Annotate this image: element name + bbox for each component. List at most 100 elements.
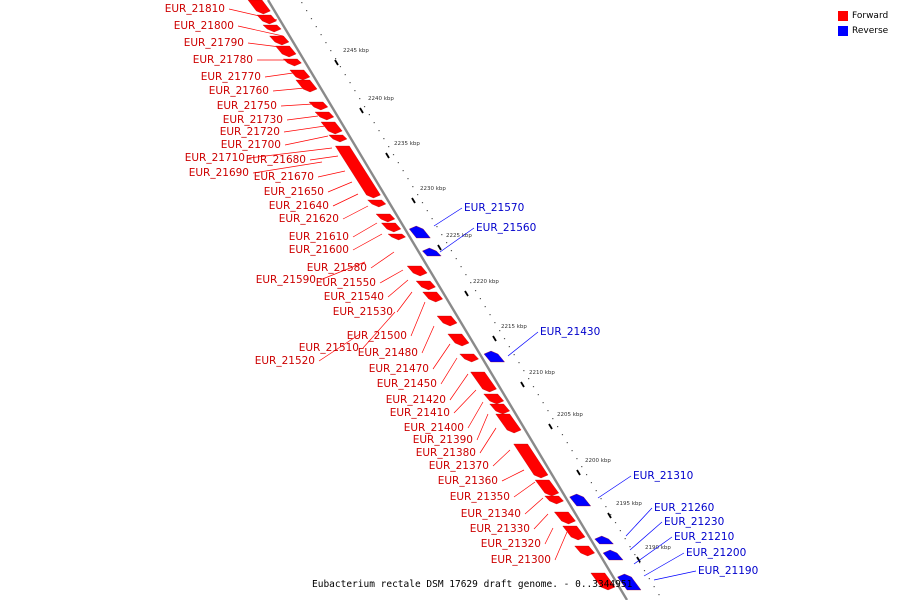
guide-dot xyxy=(489,314,491,316)
forward-leader xyxy=(280,103,314,107)
guide-dot xyxy=(349,82,351,84)
forward-gene-label: EUR_21700 xyxy=(221,139,281,151)
guide-dot xyxy=(614,522,617,524)
forward-gene-label: EUR_21730 xyxy=(223,114,283,126)
forward-leader xyxy=(449,373,469,401)
tick-mark xyxy=(359,107,364,114)
forward-gene xyxy=(295,79,318,93)
reverse-gene-label: EUR_21310 xyxy=(633,470,693,482)
guide-dot xyxy=(479,298,481,300)
forward-gene-label: EUR_21770 xyxy=(201,71,261,83)
guide-dot xyxy=(595,490,597,492)
guide-dot xyxy=(581,466,583,468)
forward-gene-label: EUR_21340 xyxy=(461,508,521,520)
forward-leader xyxy=(396,291,413,313)
legend-forward-label: Forward xyxy=(852,10,889,21)
guide-dot xyxy=(648,578,650,580)
forward-gene xyxy=(269,35,290,46)
guide-dot xyxy=(518,362,520,364)
forward-leader xyxy=(247,42,289,49)
forward-gene-label: EUR_21610 xyxy=(289,231,349,243)
forward-gene xyxy=(534,479,560,497)
forward-leader xyxy=(318,333,361,362)
tick-mark xyxy=(636,556,641,563)
tick-mark xyxy=(520,381,525,388)
guide-dot xyxy=(624,538,626,540)
forward-gene-label: EUR_21600 xyxy=(289,244,349,256)
guide-dot xyxy=(528,378,530,380)
guide-dot xyxy=(658,594,660,596)
forward-gene xyxy=(308,101,329,111)
forward-gene-label: EUR_21380 xyxy=(416,447,476,459)
legend-reverse: Reverse xyxy=(838,23,888,38)
guide-dot xyxy=(537,394,539,396)
forward-gene-label: EUR_21680 xyxy=(246,154,306,166)
forward-gene xyxy=(406,265,428,277)
forward-leader xyxy=(513,481,536,498)
forward-leader xyxy=(501,469,525,482)
forward-gene-label: EUR_21470 xyxy=(369,363,429,375)
forward-gene xyxy=(328,134,348,143)
guide-dot xyxy=(421,202,424,204)
forward-gene xyxy=(495,413,522,434)
forward-gene xyxy=(447,333,470,347)
axis-guide-dots xyxy=(301,2,660,596)
reverse-gene xyxy=(483,350,505,363)
forward-gene xyxy=(289,69,311,81)
tick-label: 2210 kbp xyxy=(529,370,555,376)
tick-label: 2240 kbp xyxy=(368,96,394,102)
forward-leader xyxy=(248,147,333,159)
reverse-leader xyxy=(653,570,697,581)
reverse-gene xyxy=(602,549,624,561)
forward-gene-label: EUR_21530 xyxy=(333,306,393,318)
guide-dot xyxy=(378,130,380,132)
forward-gene-label: EUR_21510 xyxy=(299,342,359,354)
tick-label: 2235 kbp xyxy=(394,141,420,147)
forward-gene-label: EUR_21480 xyxy=(358,347,418,359)
guide-dot xyxy=(508,346,510,348)
legend: Forward Reverse xyxy=(838,8,888,38)
forward-gene xyxy=(415,280,436,291)
forward-leader xyxy=(272,87,306,92)
tick-label: 2215 kbp xyxy=(501,324,527,330)
forward-leader xyxy=(533,513,549,530)
forward-leader xyxy=(410,301,426,337)
guide-dot xyxy=(407,178,409,180)
forward-gene xyxy=(590,572,616,591)
tick-label: 2245 kbp xyxy=(343,48,369,54)
forward-gene-label: EUR_21780 xyxy=(193,54,253,66)
reverse-gene-label: EUR_21430 xyxy=(540,326,600,338)
guide-dot xyxy=(460,266,462,268)
guide-dot xyxy=(310,18,313,20)
reverse-gene-label: EUR_21570 xyxy=(464,202,524,214)
forward-leader xyxy=(370,251,395,269)
guide-dot xyxy=(436,226,438,228)
guide-dot xyxy=(402,170,404,172)
legend-forward: Forward xyxy=(838,8,888,23)
tick-mark xyxy=(437,244,442,251)
tick-label: 2225 kbp xyxy=(446,233,472,239)
reverse-gene xyxy=(594,535,614,545)
forward-gene-label: EUR_21720 xyxy=(220,126,280,138)
guide-dot xyxy=(325,42,327,44)
forward-gene-label: EUR_21350 xyxy=(450,491,510,503)
forward-gene xyxy=(247,0,271,15)
guide-dot xyxy=(503,338,506,340)
forward-gene-label: EUR_21800 xyxy=(174,20,234,32)
guide-dot xyxy=(513,354,515,356)
guide-dot xyxy=(339,66,342,68)
forward-leader xyxy=(379,269,404,284)
forward-leader xyxy=(524,497,544,515)
forward-leader xyxy=(284,135,329,146)
forward-leader xyxy=(387,279,409,298)
forward-leader xyxy=(432,343,451,370)
forward-gene-label: EUR_21690 xyxy=(189,167,249,179)
guide-dot xyxy=(412,186,414,188)
forward-leader xyxy=(228,8,278,21)
forward-leader xyxy=(352,222,378,238)
forward-leader xyxy=(252,161,323,174)
guide-dot xyxy=(629,546,631,548)
forward-gene-label: EUR_21590 xyxy=(256,274,316,286)
guide-dot xyxy=(523,370,525,372)
